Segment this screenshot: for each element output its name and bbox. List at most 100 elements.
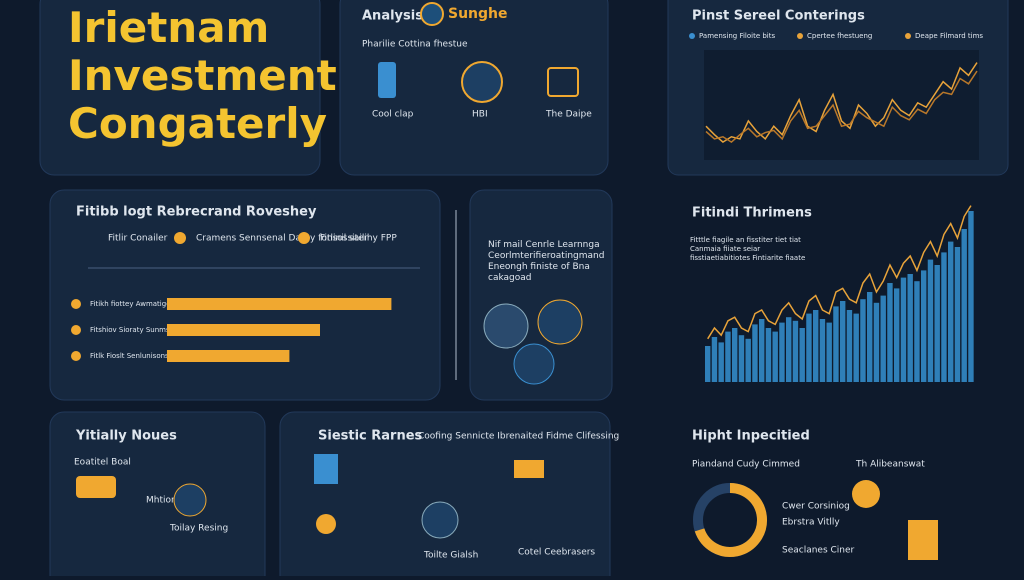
trend-bar — [900, 277, 907, 382]
trend-bar — [941, 252, 947, 382]
item: The Daipe — [545, 110, 592, 120]
trend-bar — [867, 292, 873, 382]
icon — [173, 483, 207, 517]
trend-bar — [846, 310, 853, 382]
trend-bar — [705, 346, 711, 382]
trend-bar — [738, 335, 745, 382]
legend-swatch — [689, 33, 695, 39]
inspection-subtitle: Piandand Cudy Cimmed — [692, 460, 800, 470]
trend-bar — [921, 270, 927, 382]
legend-swatch — [797, 33, 803, 39]
bar-title: Fitibb logt Rebrecrand Roveshey — [76, 205, 317, 220]
trend-bar — [826, 322, 832, 382]
notes-title: Yitially Noues — [75, 429, 177, 444]
item: Cwer Corsiniog — [782, 502, 850, 512]
legend-label: Pamensing Filoite bits — [699, 32, 775, 40]
trend-bar — [840, 301, 846, 382]
bar — [167, 350, 290, 362]
bullet — [71, 351, 81, 361]
trend-line — [707, 205, 972, 340]
item: Mhtiong — [146, 496, 182, 506]
trend-bar — [948, 241, 954, 382]
trend-bar — [765, 328, 772, 382]
category-label: Fitshiov Sioraty Sunms — [90, 326, 170, 334]
trend-bar — [792, 320, 799, 382]
trend-bar — [954, 247, 961, 382]
notes-panel — [49, 411, 266, 580]
inspection-side: Th Alibeanswat — [855, 460, 925, 470]
trend-bar — [819, 319, 826, 382]
item: Eoatitel Boal — [74, 458, 131, 468]
analysis-title: Analysis — [362, 9, 423, 24]
trend-bar — [711, 337, 718, 382]
bar — [167, 324, 320, 336]
trend-bar — [961, 229, 967, 382]
icon — [461, 61, 503, 103]
trend-bar — [860, 299, 866, 382]
icon — [513, 343, 555, 385]
bullet — [71, 299, 81, 309]
item: Ebrstra Vitlly — [782, 518, 840, 528]
trend-bar — [799, 328, 805, 382]
services-title: Siestic Rarnes — [318, 429, 423, 444]
title-panel — [39, 0, 321, 176]
trend-bar — [927, 259, 934, 382]
item: Toilte Gialsh — [423, 551, 478, 561]
trend-bar — [934, 265, 940, 382]
trend-bar — [779, 322, 785, 382]
header: Fitlinil sailihy FPP — [320, 234, 397, 244]
line — [705, 62, 978, 144]
legend-label: Cpertee fhestueng — [807, 32, 872, 40]
trend-bar — [772, 331, 778, 382]
item: Cotel Ceebrasers — [518, 548, 595, 558]
line — [705, 70, 978, 144]
services-heading: Coofing Sennicte Ibrenaited Fidme Clifes… — [418, 432, 619, 442]
icon — [316, 514, 336, 534]
trend-bar — [853, 313, 859, 382]
learning-text: Nif mail Cenrle Learnnga Ceorlmterifiero… — [488, 240, 605, 283]
icon — [76, 476, 116, 498]
header: Cramens Sennsenal Datey fonsossiter — [196, 234, 368, 244]
inspection-title: Hipht Inpecitied — [692, 429, 810, 444]
trend-bar — [725, 331, 731, 382]
category-label: Fitlk Fioslt Senlunisons — [90, 352, 169, 360]
category-label: Fitikh fiottey Awmatigeis — [90, 300, 176, 308]
trend-bar — [833, 306, 839, 382]
analysis-subtitle: Pharilie Cottina fhestue — [362, 40, 468, 50]
icon — [298, 232, 310, 244]
logo: Sunghe — [448, 6, 508, 22]
icon — [547, 67, 579, 97]
trend-bar — [745, 338, 751, 382]
logo-icon — [420, 2, 444, 26]
trend-bar — [873, 302, 880, 382]
plot-area — [704, 50, 979, 160]
trend-bar — [732, 328, 738, 382]
icon — [537, 299, 583, 345]
icon — [421, 501, 459, 539]
bar — [167, 298, 392, 310]
item: Toilay Resing — [169, 524, 228, 534]
icon — [378, 62, 396, 98]
trend-bar — [907, 274, 913, 382]
trend-bar — [806, 313, 812, 382]
legend-label: Deape Filmard tims — [915, 32, 983, 40]
legend-swatch — [905, 33, 911, 39]
trend-bar — [813, 310, 819, 382]
icon — [514, 460, 544, 478]
services-panel — [279, 411, 611, 580]
trend-bar — [894, 288, 900, 382]
trend-bar — [914, 281, 920, 382]
trend-bar — [968, 211, 974, 382]
trend-bar — [759, 319, 765, 382]
bar-panel — [49, 189, 441, 401]
trend-bar — [887, 283, 893, 382]
item: Cool clap — [372, 110, 414, 120]
trend-bar — [786, 317, 792, 382]
trend-title: Fitindi Thrimens — [692, 206, 812, 221]
trend-bar — [880, 295, 886, 382]
trend-bar — [718, 342, 724, 382]
line-title: Pinst Sereel Conterings — [692, 9, 865, 24]
item: Seaclanes Ciner — [782, 546, 855, 556]
icon — [314, 454, 338, 484]
